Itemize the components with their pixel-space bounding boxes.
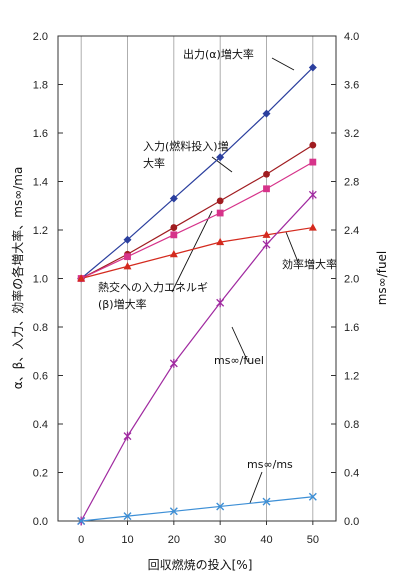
y-right-tick-label: 3.2: [344, 128, 359, 140]
series: [80, 67, 314, 522]
series-line-4: [80, 194, 314, 522]
annotation-beta-line1: 熱交への入力エネルギ: [98, 280, 208, 294]
data-point-2: [170, 231, 178, 239]
series-line-5: [81, 496, 313, 522]
data-point-1: [309, 141, 317, 149]
y-right-tick-label: 3.6: [344, 80, 359, 92]
annotation-input-line1: 入力(燃料投入)増: [143, 139, 229, 153]
annotation-beta-line2: (β)増大率: [98, 297, 147, 311]
data-point-0: [262, 109, 271, 118]
x-tick-label: 50: [307, 534, 319, 546]
y-left-tick-label: 0.8: [33, 322, 48, 334]
y-left-tick-label: 0.4: [33, 419, 48, 431]
annotation-leader: [211, 156, 233, 173]
x-axis-label: 回収燃焼の投入[%]: [148, 557, 253, 572]
data-point-4: [308, 190, 317, 200]
y-axis-left-label: α、β、入力、効率の各増大率、ms∞/ma: [10, 167, 25, 390]
y-right-tick-label: 2.0: [344, 274, 359, 286]
data-point-1: [216, 197, 224, 205]
markers: [77, 63, 317, 526]
x-tick-label: 20: [168, 534, 180, 546]
data-point-3: [169, 250, 178, 258]
data-point-2: [263, 185, 270, 193]
x-tick-label: 0: [78, 534, 84, 546]
y-right-tick-label: 1.2: [344, 371, 359, 383]
y-left-tick-label: 1.8: [33, 80, 48, 92]
y-right-tick-label: 0.8: [344, 419, 359, 431]
x-tick-label: 40: [260, 534, 272, 546]
data-point-4: [262, 240, 271, 250]
annotation-efficiency: 効率増大率: [282, 257, 337, 271]
data-point-4: [123, 431, 132, 441]
y-left-tick-label: 1.4: [33, 177, 48, 189]
annotation-ms-fuel: ms∞/fuel: [214, 354, 264, 367]
y-right-tick-label: 4.0: [344, 31, 359, 43]
data-point-4: [169, 358, 178, 368]
y-axis-right-label: ms∞/fuel: [375, 251, 389, 306]
data-point-2: [309, 158, 317, 166]
data-point-3: [308, 223, 317, 231]
plot-area: [57, 35, 337, 522]
y-left-tick-label: 0.2: [33, 468, 48, 480]
data-point-1: [170, 224, 178, 231]
data-point-5: [262, 497, 271, 506]
data-point-2: [124, 253, 131, 261]
y-right-tick-label: 2.8: [344, 177, 359, 189]
annotation-leaders: [171, 57, 299, 504]
annotation-leader: [285, 231, 299, 263]
data-point-1: [263, 170, 270, 178]
y-left-tick-label: 1.6: [33, 128, 48, 140]
x-tick-label: 30: [214, 534, 226, 546]
y-left-tick-label: 1.0: [33, 274, 48, 286]
series-line-2: [80, 161, 314, 280]
data-point-2: [216, 209, 224, 217]
data-point-5: [77, 517, 86, 525]
annotation-leader: [171, 210, 213, 293]
annotation-ms-ma: ms∞/ms: [247, 458, 293, 471]
y-right-tick-label: 2.4: [344, 225, 359, 237]
y-left-tick-label: 1.2: [33, 225, 48, 237]
data-point-0: [169, 194, 178, 203]
x-tick-label: 10: [121, 534, 133, 546]
annotation-leader: [231, 326, 249, 363]
data-point-0: [216, 153, 225, 162]
y-left-tick-label: 0.6: [33, 371, 48, 383]
data-point-0: [123, 235, 132, 244]
data-point-5: [216, 502, 225, 511]
data-point-3: [123, 262, 132, 270]
data-point-5: [169, 507, 178, 516]
data-point-4: [216, 298, 225, 308]
data-point-5: [308, 492, 317, 501]
y-left-tick-label: 2.0: [33, 31, 48, 43]
grid: [80, 36, 314, 521]
data-point-3: [262, 230, 271, 238]
y-left-tick-label: 0.0: [33, 516, 48, 528]
data-point-3: [216, 237, 225, 246]
annotation-input-line2: 大率: [143, 156, 165, 170]
annotation-leader: [249, 471, 263, 504]
data-point-5: [123, 512, 132, 521]
annotation-output-alpha: 出力(α)増大率: [183, 47, 254, 61]
annotation-leader: [271, 57, 295, 71]
series-line-0: [80, 67, 314, 279]
y-right-tick-label: 0.4: [344, 468, 359, 480]
data-point-0: [308, 63, 317, 72]
axis-ticks: 0 10 20 30 40 50 0.0 0.2 0.4 0.6 0.8 1.0 1.2 1.4 1.6 1.…: [33, 31, 360, 546]
y-right-tick-label: 1.6: [344, 322, 359, 334]
y-right-tick-label: 0.0: [344, 516, 359, 528]
series-line-1: [80, 144, 314, 280]
series-line-3: [81, 226, 313, 280]
data-point-3: [77, 274, 86, 282]
